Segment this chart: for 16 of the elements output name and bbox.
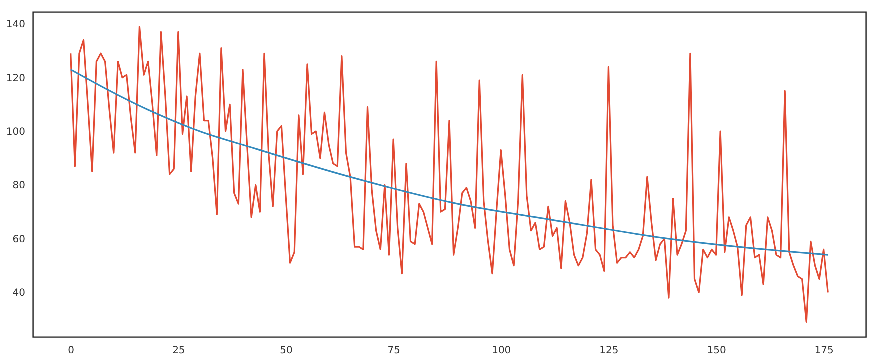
y-tick-label: 120 (6, 73, 26, 84)
y-tick-label: 60 (12, 234, 26, 246)
y-tick-label: 80 (12, 180, 26, 192)
x-tick-label: 175 (814, 346, 834, 356)
y-tick-label: 100 (6, 127, 26, 138)
x-tick-label: 150 (707, 346, 726, 356)
x-tick-label: 0 (68, 346, 75, 356)
x-tick-label: 125 (600, 346, 619, 356)
x-tick-label: 25 (172, 346, 186, 356)
y-tick-label: 40 (12, 288, 26, 300)
x-tick-label: 100 (492, 346, 512, 356)
y-tick-label: 140 (6, 20, 26, 31)
x-tick-label: 75 (388, 346, 400, 356)
x-tick-label: 50 (280, 346, 293, 356)
line-series (70, 68, 829, 256)
line-series (70, 26, 829, 324)
